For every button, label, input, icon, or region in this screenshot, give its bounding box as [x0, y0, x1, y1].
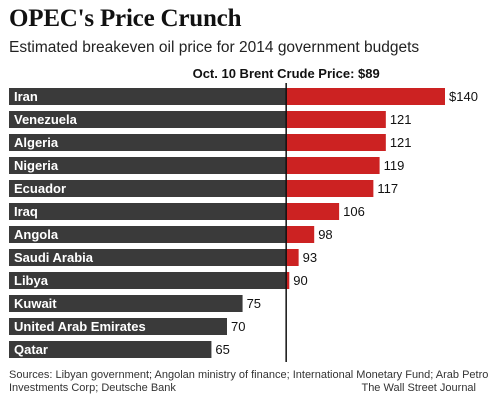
category-label-algeria: Algeria [14, 135, 59, 150]
value-label-nigeria: 119 [384, 158, 405, 173]
value-label-iraq: 106 [343, 204, 365, 219]
category-label-qatar: Qatar [14, 342, 48, 357]
bar-kuwait [9, 295, 243, 312]
category-label-venezuela: Venezuela [14, 112, 78, 127]
source-line-1: Sources: Libyan government; Angolan mini… [9, 369, 488, 381]
value-label-united-arab-emirates: 70 [231, 319, 245, 334]
value-label-kuwait: 75 [247, 296, 261, 311]
source-line-2: Investments Corp; Deutsche Bank [9, 382, 176, 394]
bar-algeria [9, 134, 287, 151]
category-label-iran: Iran [14, 89, 38, 104]
chart-title: OPEC's Price Crunch [9, 5, 242, 32]
category-label-nigeria: Nigeria [14, 158, 59, 173]
bar-excess-algeria [286, 134, 386, 151]
value-label-saudi-arabia: 93 [303, 250, 317, 265]
reference-label: Oct. 10 Brent Crude Price: $89 [193, 66, 380, 81]
category-label-ecuador: Ecuador [14, 181, 66, 196]
value-label-ecuador: 117 [377, 181, 398, 196]
bars-group [9, 88, 445, 358]
value-label-venezuela: 121 [390, 112, 412, 127]
labels-group: Iran $140 Venezuela 121 Algeria 121 Nigeria 119… [14, 89, 478, 357]
value-label-angola: 98 [318, 227, 332, 242]
bar-excess-iraq [286, 203, 340, 220]
bar-excess-saudi-arabia [286, 249, 299, 266]
category-label-united-arab-emirates: United Arab Emirates [14, 319, 146, 334]
category-label-angola: Angola [14, 227, 59, 242]
publisher-credit: The Wall Street Journal [361, 382, 476, 394]
bar-qatar [9, 341, 212, 358]
bar-excess-angola [286, 226, 315, 243]
value-label-qatar: 65 [215, 342, 229, 357]
bar-nigeria [9, 157, 287, 174]
value-label-algeria: 121 [390, 135, 412, 150]
source-note: Sources: Libyan government; Angolan mini… [9, 369, 488, 395]
category-label-saudi-arabia: Saudi Arabia [14, 250, 94, 265]
bar-saudi-arabia [9, 249, 287, 266]
value-label-iran: $140 [449, 89, 478, 104]
bar-excess-ecuador [286, 180, 374, 197]
bar-iraq [9, 203, 287, 220]
chart-subtitle: Estimated breakeven oil price for 2014 g… [9, 39, 420, 56]
bar-excess-venezuela [286, 111, 386, 128]
bar-libya [9, 272, 287, 289]
bar-ecuador [9, 180, 287, 197]
bar-united-arab-emirates [9, 318, 227, 335]
category-label-libya: Libya [14, 273, 49, 288]
bar-angola [9, 226, 287, 243]
bar-excess-nigeria [286, 157, 380, 174]
category-label-iraq: Iraq [14, 204, 38, 219]
bar-excess-iran [286, 88, 445, 105]
value-label-libya: 90 [293, 273, 307, 288]
category-label-kuwait: Kuwait [14, 296, 57, 311]
bar-iran [9, 88, 287, 105]
bar-excess-libya [286, 272, 290, 289]
bar-venezuela [9, 111, 287, 128]
